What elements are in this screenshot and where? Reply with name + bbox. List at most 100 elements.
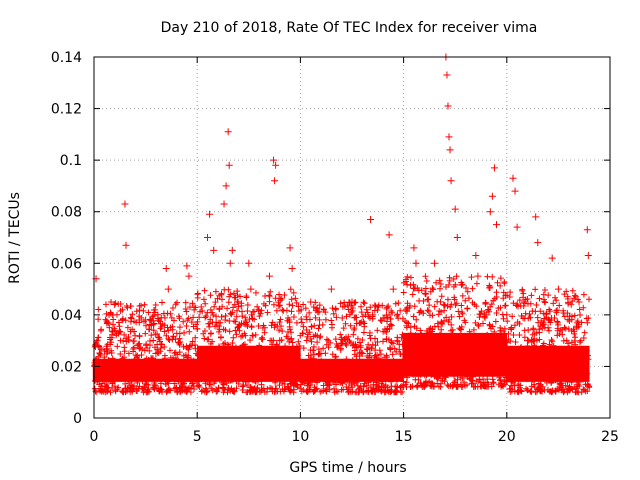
band-marker (301, 372, 308, 379)
band-marker (115, 319, 122, 326)
band-marker (498, 340, 505, 347)
band-marker (149, 355, 156, 362)
band-marker (205, 336, 212, 343)
band-marker (117, 308, 124, 315)
band-marker (218, 291, 225, 298)
band-marker (278, 295, 285, 302)
band-marker (214, 295, 221, 302)
data-point (511, 187, 519, 195)
band-marker (374, 307, 381, 314)
band-marker (226, 318, 233, 325)
band-marker (437, 298, 444, 305)
band-marker (537, 308, 544, 315)
band-marker (345, 333, 352, 340)
band-marker (371, 302, 378, 309)
band-marker (486, 321, 493, 328)
band-marker (277, 366, 284, 373)
band-marker (151, 386, 158, 393)
band-marker (275, 359, 282, 366)
band-marker (215, 384, 222, 391)
band-marker (421, 382, 428, 389)
band-marker (527, 364, 534, 371)
data-point (431, 259, 439, 267)
band-marker (565, 340, 572, 347)
band-marker (159, 320, 166, 327)
band-marker (316, 316, 323, 323)
band-marker (453, 369, 460, 376)
band-marker (340, 386, 347, 393)
band-marker (190, 383, 197, 390)
data-point (94, 368, 102, 376)
band-marker (393, 366, 400, 373)
band-marker (439, 377, 446, 384)
band-marker (343, 342, 350, 349)
band-marker (477, 311, 484, 318)
band-marker (554, 319, 561, 326)
band-marker (485, 357, 492, 364)
band-marker (207, 330, 214, 337)
band-marker (490, 380, 497, 387)
band-marker (566, 344, 573, 351)
band-marker (365, 313, 372, 320)
band-marker (283, 354, 290, 361)
band-marker (113, 311, 120, 318)
band-marker (157, 344, 164, 351)
band-marker (333, 388, 340, 395)
band-marker (174, 389, 181, 396)
band-marker (528, 352, 535, 359)
band-marker (345, 389, 352, 396)
band-marker (374, 352, 381, 359)
data-point (443, 71, 451, 79)
band-marker (151, 320, 158, 327)
y-axis-label: ROTI / TECUs (7, 192, 23, 284)
band-marker (216, 355, 223, 362)
band-marker (409, 291, 416, 298)
band-marker (129, 326, 136, 333)
band-marker (523, 376, 530, 383)
band-marker (536, 295, 543, 302)
data-point (367, 215, 375, 223)
band-marker (293, 343, 300, 350)
band-marker (342, 340, 349, 347)
band-marker (345, 386, 352, 393)
data-point (486, 208, 494, 216)
band-marker (129, 311, 136, 318)
band-marker (236, 321, 243, 328)
band-marker (459, 310, 466, 317)
band-marker (215, 343, 222, 350)
band-marker (137, 374, 144, 381)
band-marker (366, 315, 373, 322)
band-marker (223, 353, 230, 360)
band-marker (201, 362, 208, 369)
axis-ticks (93, 56, 611, 419)
band-marker (411, 362, 418, 369)
band-marker (172, 301, 179, 308)
band-marker (114, 343, 121, 350)
band-marker (384, 326, 391, 333)
band-marker (196, 314, 203, 321)
band-marker (206, 381, 213, 388)
band-marker (459, 347, 466, 354)
band-marker (203, 313, 210, 320)
band-marker (436, 371, 443, 378)
band-marker (217, 334, 224, 341)
band-marker (427, 334, 434, 341)
band-marker (550, 342, 557, 349)
band-marker (496, 374, 503, 381)
band-marker (575, 359, 582, 366)
band-marker (293, 356, 300, 363)
y-tick-label: 0.08 (51, 205, 82, 221)
band-marker (172, 349, 179, 356)
x-tick-label: 10 (291, 429, 309, 445)
band-marker (457, 374, 464, 381)
band-marker (400, 289, 407, 296)
band-marker (273, 307, 280, 314)
band-marker (437, 281, 444, 288)
band-marker (154, 331, 161, 338)
band-marker (227, 377, 234, 384)
band-marker (253, 358, 260, 365)
band-marker (423, 356, 430, 363)
band-marker (174, 361, 181, 368)
band-marker (189, 364, 196, 371)
band-marker (143, 341, 150, 348)
